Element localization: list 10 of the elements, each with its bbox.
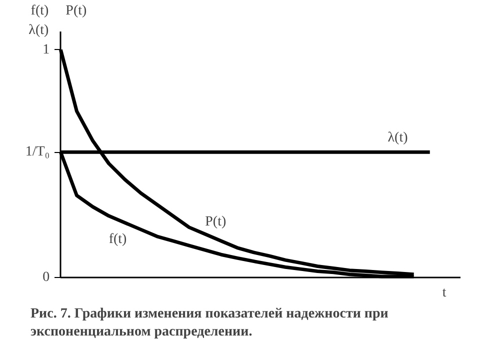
y-tick-label: 0	[42, 270, 50, 285]
text: Рис. 7. Графики изменения показателей надежности при экспоненциальном распределении.	[30, 306, 388, 340]
x-axis-title: t	[442, 285, 446, 300]
y-tick-label: 1/T₀	[25, 144, 50, 160]
series-label: P(t)	[205, 214, 226, 230]
series-label: λ(t)	[388, 130, 408, 146]
text: P(t)	[66, 4, 88, 19]
series-label: f(t)	[108, 232, 128, 247]
y-tick-label: 1	[42, 42, 50, 58]
y-axis-title: f(t) λ(t)	[28, 4, 50, 38]
